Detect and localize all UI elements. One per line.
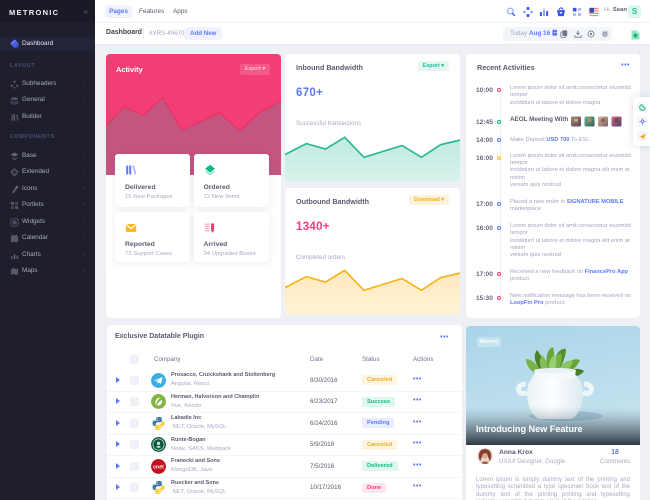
svg-text:cnet: cnet [153, 464, 164, 470]
